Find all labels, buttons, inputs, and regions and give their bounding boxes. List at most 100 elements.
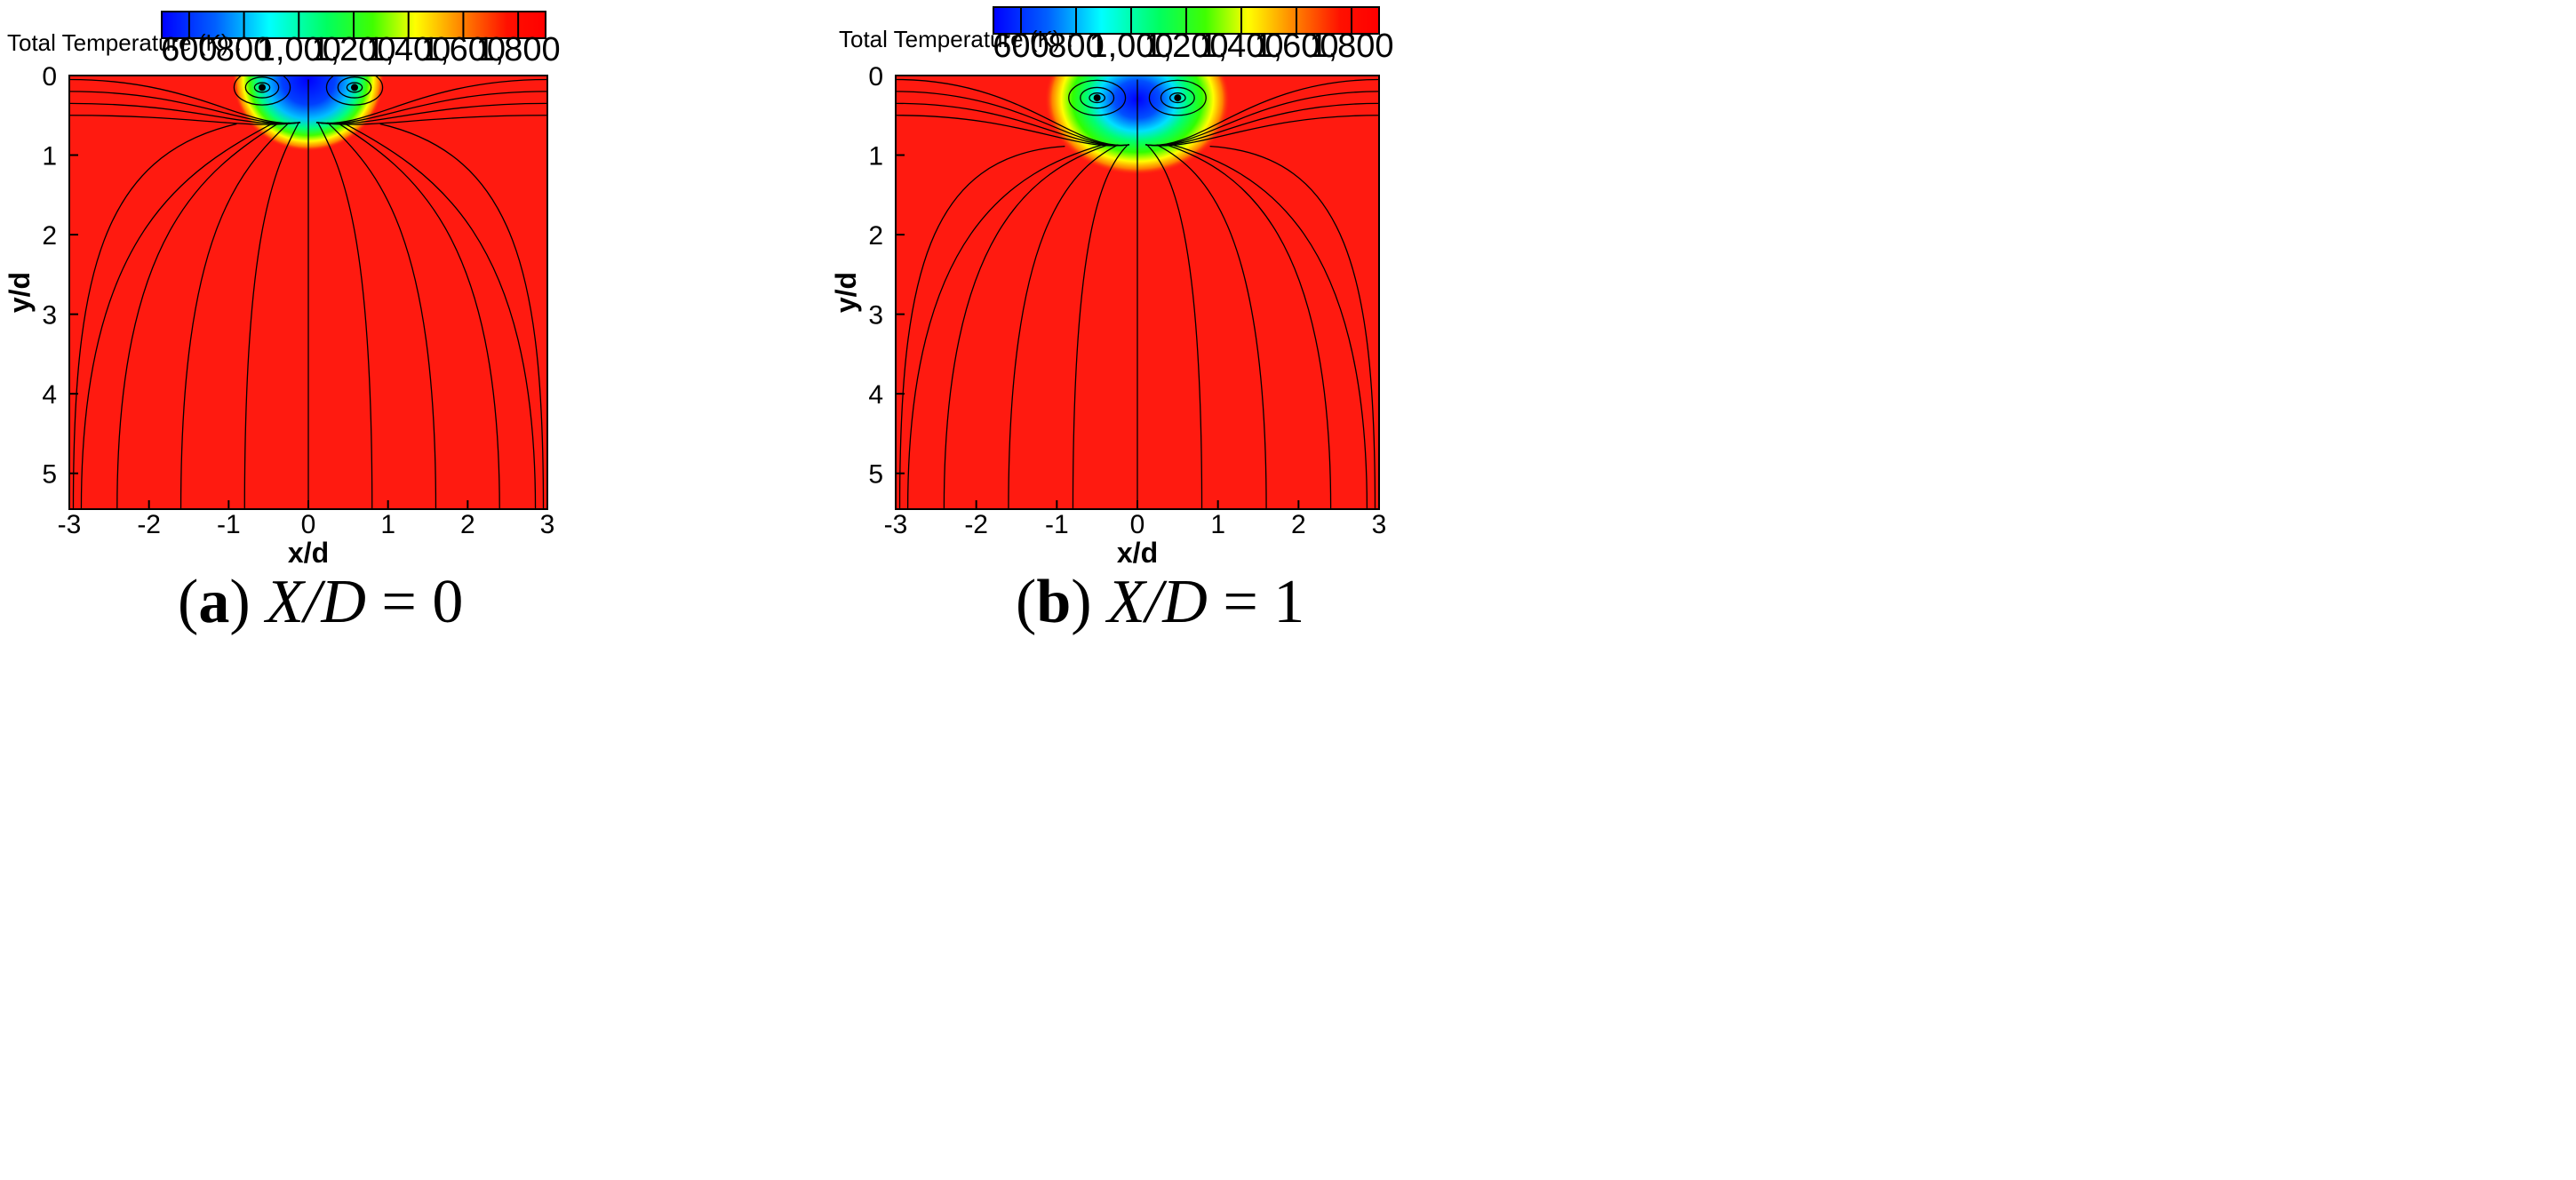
streamline <box>898 145 1065 509</box>
x-tick-label: 0 <box>301 510 316 539</box>
vortex-streamline <box>233 76 291 106</box>
panel-caption: (a) X/D = 0 <box>178 568 463 636</box>
panel-b: Total Temperature (K) :6008001,0001,2001… <box>830 6 1394 636</box>
streamline <box>1072 144 1128 509</box>
colorbar-title: Total Temperature (K) : <box>7 29 242 56</box>
streamline <box>1171 144 1368 509</box>
x-tick-label: -2 <box>964 510 988 539</box>
colorbar-tick-label: 600 <box>161 31 217 68</box>
x-tick-label: 3 <box>540 510 555 539</box>
y-tick-label: 1 <box>42 142 57 171</box>
vortex-streamline <box>1160 86 1195 109</box>
streamline <box>1209 145 1376 509</box>
streamline <box>327 122 437 509</box>
colorbar-tick-label: 1,000 <box>1089 28 1173 65</box>
y-tick-label: 5 <box>868 460 883 490</box>
streamline <box>80 122 275 509</box>
vortex-center <box>1093 94 1101 102</box>
streamline <box>1146 144 1203 509</box>
streamline <box>896 78 1130 147</box>
y-axis-label: y/d <box>830 272 862 313</box>
vortex-streamline <box>1089 92 1106 104</box>
y-tick-label: 5 <box>42 460 57 490</box>
streamline <box>1144 115 1379 147</box>
x-tick-label: 1 <box>380 510 395 539</box>
colorbar-tick-label: 600 <box>993 28 1049 65</box>
vortex-streamline <box>337 76 372 99</box>
colorbar: Total Temperature (K) :6008001,0001,2001… <box>839 6 1394 65</box>
x-tick-label: 0 <box>1130 510 1145 539</box>
streamline <box>243 122 299 509</box>
streamline <box>1008 144 1119 509</box>
vortex-streamline <box>244 76 280 99</box>
x-tick-label: -3 <box>58 510 82 539</box>
colorbar-tick-label: 800 <box>216 31 272 68</box>
streamline <box>116 122 281 509</box>
vortex-streamline <box>253 82 271 93</box>
y-tick-label: 3 <box>42 301 57 331</box>
y-tick-label: 0 <box>868 62 883 92</box>
colorbar-tick-label: 1,600 <box>421 31 506 68</box>
streamline <box>317 122 373 509</box>
vortex-streamline <box>325 76 384 106</box>
streamline <box>1144 91 1379 147</box>
colorbar-tick-label: 1,600 <box>1254 28 1338 65</box>
panel-a: Total Temperature (K) :6008001,0001,2001… <box>4 11 561 636</box>
y-tick-label: 2 <box>868 221 883 251</box>
streamline <box>1156 144 1267 509</box>
streamline <box>906 144 1104 509</box>
streamline <box>72 123 237 509</box>
streamline <box>379 123 545 509</box>
colorbar-tick-label: 1,000 <box>257 31 341 68</box>
streamline <box>179 122 290 509</box>
x-tick-label: -1 <box>1045 510 1069 539</box>
x-tick-label: -2 <box>137 510 161 539</box>
streamline <box>342 122 537 509</box>
streamline <box>1144 78 1379 147</box>
streamline <box>69 115 301 125</box>
y-tick-label: 4 <box>42 380 57 410</box>
x-tick-label: 1 <box>1210 510 1225 539</box>
temperature-field <box>69 76 547 509</box>
x-tick-label: 3 <box>1372 510 1387 539</box>
colorbar-tick-label: 800 <box>1048 28 1104 65</box>
streamline <box>896 115 1130 147</box>
colorbar-tick-label: 1,200 <box>1144 28 1228 65</box>
colorbar-title: Total Temperature (K) : <box>839 26 1073 52</box>
x-axis-label: x/d <box>288 537 329 569</box>
colorbar-tick-label: 1,400 <box>1199 28 1283 65</box>
streamline <box>336 122 500 509</box>
vortex-streamline <box>1068 79 1127 116</box>
streamline <box>896 91 1130 147</box>
axes: -3 -2 -1 0 1 2 3 0 1 2 3 4 5 x/d y/d <box>830 62 1386 569</box>
x-tick-label: -1 <box>217 510 241 539</box>
x-tick-label: -3 <box>884 510 908 539</box>
streamlines <box>69 76 547 509</box>
colorbar-tick-label: 1,400 <box>366 31 451 68</box>
y-tick-label: 4 <box>868 380 883 410</box>
vortex-center <box>258 84 266 92</box>
y-axis-label: y/d <box>4 272 36 313</box>
x-axis-label: x/d <box>1117 537 1158 569</box>
vortex-streamline <box>346 82 363 93</box>
vortex-streamline <box>1080 86 1115 109</box>
y-tick-label: 3 <box>868 301 883 331</box>
colorbar-tick-label: 1,800 <box>476 31 561 68</box>
axes: -3 -2 -1 0 1 2 3 0 1 2 3 4 5 x/d y/d <box>4 62 554 569</box>
colorbar-tick-label: 1,200 <box>311 31 395 68</box>
streamline <box>1166 144 1332 509</box>
vortex-streamline <box>1168 92 1186 104</box>
streamline <box>943 144 1109 509</box>
vortex-center <box>351 84 359 92</box>
x-tick-label: 2 <box>460 510 475 539</box>
vortex-center <box>1174 94 1182 102</box>
x-tick-label: 2 <box>1291 510 1306 539</box>
colorbar: Total Temperature (K) :6008001,0001,2001… <box>7 11 561 68</box>
y-tick-label: 2 <box>42 221 57 251</box>
colorbar-tick-label: 1,800 <box>1309 28 1393 65</box>
temperature-field <box>896 76 1379 509</box>
panel-caption: (b) X/D = 1 <box>1016 568 1304 636</box>
y-tick-label: 0 <box>42 62 57 92</box>
vortex-streamline <box>1148 79 1207 116</box>
